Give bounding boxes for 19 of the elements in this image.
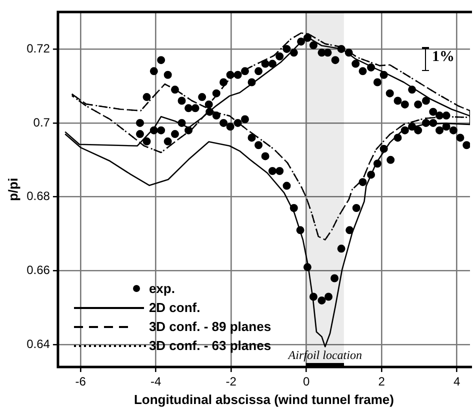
x-axis-title: Longitudinal abscissa (wind tunnel frame) bbox=[134, 392, 394, 407]
x-tick-label: -4 bbox=[150, 374, 162, 389]
legend-label: 2D conf. bbox=[148, 300, 200, 315]
y-tick-label: 0.68 bbox=[26, 189, 50, 204]
legend-label: 3D conf. - 89 planes bbox=[148, 319, 272, 334]
x-tick-label: 0 bbox=[302, 374, 310, 389]
annotation: 1% bbox=[432, 49, 454, 66]
x-tick-label: -6 bbox=[75, 374, 86, 389]
x-tick-label: -2 bbox=[226, 374, 237, 389]
y-tick-label: 0.64 bbox=[26, 337, 50, 352]
y-tick-label: 0.7 bbox=[33, 115, 50, 130]
y-tick-label: 0.66 bbox=[26, 263, 50, 278]
y-axis-title: p/pi bbox=[5, 178, 20, 202]
legend-label: 3D conf. - 63 planes bbox=[148, 338, 272, 353]
x-tick-label: 4 bbox=[453, 374, 460, 389]
y-tick-label: 0.72 bbox=[26, 41, 50, 56]
band-label: Airfoil location bbox=[287, 348, 362, 362]
x-tick-label: 2 bbox=[378, 374, 386, 389]
legend-label: exp. bbox=[148, 281, 175, 296]
